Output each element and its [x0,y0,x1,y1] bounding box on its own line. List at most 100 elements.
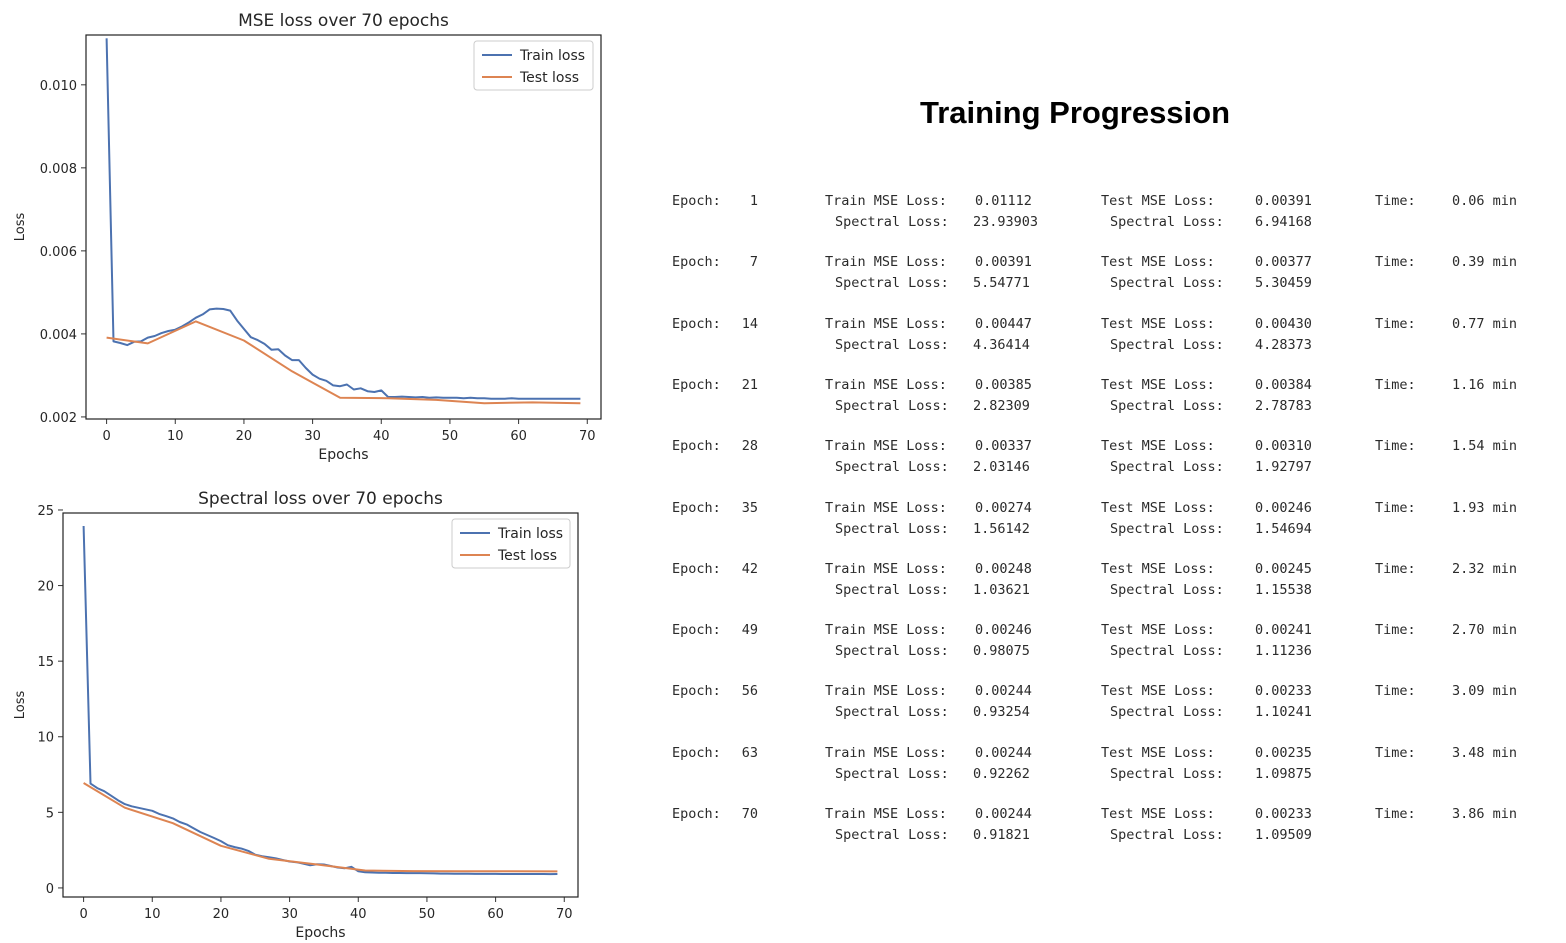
train-mse-label: Train MSE Loss: [825,193,947,209]
epoch-label: Epoch: [672,806,721,822]
mse-loss-chart: MSE loss over 70 epochs 0 10 20 30 40 50 60 70 0.… [13,11,602,463]
time-label: Time: [1375,622,1416,639]
train-mse-value: 0.00244 [975,806,1032,822]
test-spectral-value: 2.78783 [1255,397,1312,414]
test-spectral-label: Spectral Loss: [1110,459,1224,476]
time-value: 0.77 min [1452,315,1518,332]
test-spectral-label: Spectral Loss: [1110,581,1224,598]
train-mse-value: 0.01112 [975,193,1032,209]
epoch-label: Epoch: [672,560,721,577]
time-value: 3.86 min [1452,806,1518,822]
y-tick-label: 0.004 [40,328,77,343]
train-mse-label: Train MSE Loss: [825,560,947,577]
legend-label: Train loss [497,526,563,542]
y-tick-label: 0.008 [40,162,77,177]
time-label: Time: [1375,438,1416,455]
x-tick-label: 40 [373,429,390,444]
train-loss-line [82,525,558,876]
train-mse-label: Train MSE Loss: [825,254,947,271]
test-mse-value: 0.00233 [1255,806,1312,822]
test-loss-line [83,782,558,873]
y-tick-label: 15 [37,655,54,670]
x-tick-label: 50 [419,907,436,922]
x-tick-label: 50 [442,429,459,444]
train-spectral-label: Spectral Loss: [835,336,949,353]
legend-label: Test loss [519,70,579,86]
train-spectral-label: Spectral Loss: [835,704,949,721]
test-mse-value: 0.00384 [1255,376,1312,393]
time-label: Time: [1375,376,1416,393]
time-label: Time: [1375,744,1416,761]
x-tick-label: 10 [144,907,161,922]
time-value: 1.93 min [1452,499,1518,516]
test-mse-label: Test MSE Loss: [1101,806,1215,822]
test-mse-value: 0.00235 [1255,744,1312,761]
epoch-value: 56 [741,683,758,700]
train-mse-value: 0.00447 [975,315,1032,332]
y-tick-label: 0.006 [40,245,77,260]
train-spectral-label: Spectral Loss: [835,827,949,843]
train-spectral-label: Spectral Loss: [835,520,949,537]
test-mse-label: Test MSE Loss: [1101,376,1215,393]
x-tick-label: 0 [102,429,110,444]
train-spectral-label: Spectral Loss: [835,459,949,476]
epoch-label: Epoch: [672,315,721,332]
train-mse-label: Train MSE Loss: [825,622,947,639]
test-mse-value: 0.00377 [1255,254,1312,271]
train-spectral-value: 4.36414 [973,336,1030,353]
train-mse-label: Train MSE Loss: [825,806,947,822]
test-mse-label: Test MSE Loss: [1101,499,1215,516]
train-mse-value: 0.00391 [975,254,1032,271]
test-mse-label: Test MSE Loss: [1101,438,1215,455]
test-spectral-label: Spectral Loss: [1110,214,1224,230]
train-spectral-value: 1.56142 [973,520,1030,537]
train-spectral-value: 2.03146 [973,459,1030,476]
x-axis-label: Epochs [295,925,345,941]
train-mse-label: Train MSE Loss: [825,438,947,455]
x-tick-label: 10 [167,429,184,444]
test-spectral-label: Spectral Loss: [1110,336,1224,353]
chart-title: Spectral loss over 70 epochs [198,489,443,509]
time-label: Time: [1375,193,1416,209]
x-tick-label: 40 [350,907,367,922]
plot-frame [62,512,579,898]
x-axis-label: Epochs [318,447,368,463]
chart-title: MSE loss over 70 epochs [238,11,449,31]
train-mse-value: 0.00274 [975,499,1032,516]
y-axis-label: Loss [13,691,28,720]
test-spectral-value: 6.94168 [1255,214,1312,230]
time-label: Time: [1375,806,1416,822]
train-spectral-label: Spectral Loss: [835,765,949,782]
time-value: 3.48 min [1452,744,1518,761]
train-mse-label: Train MSE Loss: [825,376,947,393]
y-tick-label: 0 [46,882,54,897]
time-label: Time: [1375,499,1416,516]
test-mse-label: Test MSE Loss: [1101,193,1215,209]
epoch-value: 49 [741,622,758,639]
epoch-label: Epoch: [672,744,721,761]
test-mse-label: Test MSE Loss: [1101,560,1215,577]
epoch-value: 63 [741,744,758,761]
x-tick-label: 70 [579,429,596,444]
time-value: 0.06 min [1452,193,1518,209]
train-spectral-label: Spectral Loss: [835,643,949,660]
test-mse-value: 0.00246 [1255,499,1312,516]
train-spectral-value: 23.93903 [973,214,1039,230]
train-mse-label: Train MSE Loss: [825,683,947,700]
y-axis-label: Loss [13,213,28,242]
time-value: 3.09 min [1452,683,1518,700]
epoch-value: 35 [741,499,758,516]
epoch-value: 21 [741,376,758,393]
test-spectral-label: Spectral Loss: [1110,275,1224,292]
y-tick-label: 5 [46,806,54,821]
train-loss-line [105,38,581,400]
test-mse-label: Test MSE Loss: [1101,254,1215,271]
train-spectral-value: 2.82309 [973,397,1030,414]
train-spectral-label: Spectral Loss: [835,397,949,414]
test-mse-label: Test MSE Loss: [1101,315,1215,332]
y-tick-label: 0.002 [40,411,77,426]
epoch-label: Epoch: [672,193,721,209]
y-tick-label: 0.010 [40,79,77,94]
x-tick-label: 0 [79,907,87,922]
